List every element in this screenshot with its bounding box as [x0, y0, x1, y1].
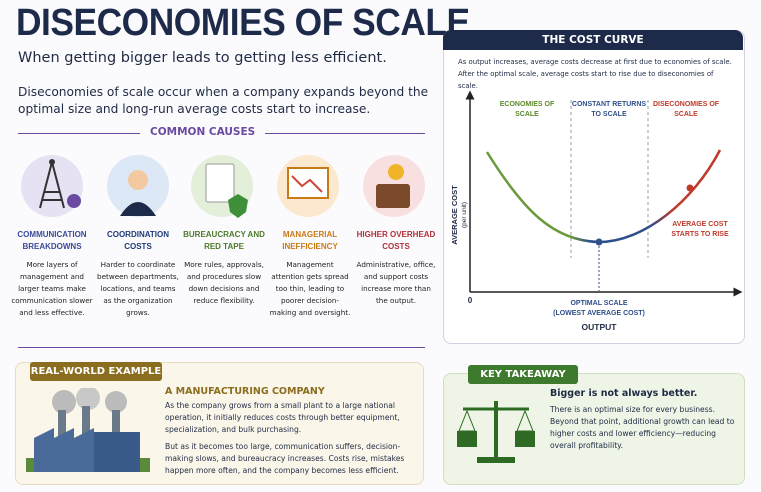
example-title: A MANUFACTURING COMPANY — [165, 386, 325, 397]
region-label: DISECONOMIES OF SCALE — [652, 101, 720, 118]
cost-curve — [465, 90, 743, 297]
optimal-label: OPTIMAL SCALE (LOWEST AVERAGE COST) — [549, 299, 649, 319]
doc-icon — [205, 163, 235, 203]
cause-text: Management attention gets spread too thi… — [269, 260, 351, 317]
paragraph: As the company grows from a small plant … — [165, 401, 400, 434]
tower-icon — [49, 159, 55, 165]
takeaway-box — [443, 373, 745, 485]
cause-title: MANAGERIAL INEFFICIENCY — [282, 230, 338, 251]
rise-point — [686, 184, 694, 192]
intro: Diseconomies of scale occur when a compa… — [18, 85, 429, 116]
divider — [18, 347, 425, 348]
cause-title: HIGHER OVERHEAD COSTS — [356, 230, 436, 251]
cause-title: COMMUNICATION BREAKDOWNS — [17, 230, 87, 251]
wallet-icon — [376, 184, 410, 208]
curve-heading: THE COST CURVE — [443, 30, 743, 50]
cause-icons — [21, 155, 425, 218]
subtitle: When getting bigger leads to getting les… — [18, 50, 387, 66]
y-axis-label: AVERAGE COST (per unit) — [450, 165, 470, 265]
x-badge — [67, 194, 81, 208]
optimal-point — [595, 238, 603, 246]
optimal-note: (LOWEST AVERAGE COST) — [553, 310, 645, 317]
factory-icon — [26, 388, 150, 472]
cause: COMMUNICATION BREAKDOWNS More layers of m… — [11, 229, 93, 319]
coin-icon — [388, 164, 404, 180]
cause-title: BUREAUCRACY AND RED TAPE — [183, 230, 265, 251]
example-heading: REAL-WORLD EXAMPLE — [30, 362, 162, 381]
scale-icon — [457, 401, 535, 463]
cause: MANAGERIAL INEFFICIENCY Management attent… — [269, 229, 351, 319]
x-axis-label: OUTPUT — [581, 322, 617, 332]
section-heading: COMMON CAUSES — [140, 126, 266, 138]
takeaway-heading: KEY TAKEAWAY — [468, 365, 578, 384]
cause: HIGHER OVERHEAD COSTS Administrative, off… — [355, 229, 437, 307]
cause-text: Harder to coordinate between departments… — [97, 260, 179, 317]
rise-note: AVERAGE COST STARTS TO RISE — [671, 221, 729, 238]
tower-icon — [39, 161, 65, 209]
curve-description: As output increases, average costs decre… — [458, 58, 732, 90]
cause-text: More layers of management and larger tea… — [11, 260, 93, 317]
y-sublabel: (per unit) — [461, 202, 468, 229]
region-label: ECONOMIES OF SCALE — [499, 101, 555, 118]
cause: BUREAUCRACY AND RED TAPE More rules, appr… — [183, 229, 265, 307]
takeaway-title: Bigger is not always better. — [550, 388, 698, 399]
paragraph: But as it becomes too large, communicati… — [165, 442, 405, 475]
cause: COORDINATION COSTS Harder to coordinate b… — [97, 229, 179, 319]
region-label: CONSTANT RETURNS TO SCALE — [571, 101, 647, 118]
monitor-icon — [291, 175, 323, 193]
cause-text: Administrative, office, and support cost… — [356, 260, 436, 305]
takeaway-text: There is an optimal size for every busin… — [550, 405, 735, 450]
example-text: As the company grows from a small plant … — [165, 400, 415, 477]
cause-title: COORDINATION COSTS — [106, 230, 170, 251]
optimal-title: OPTIMAL SCALE — [570, 300, 628, 307]
person-icon — [120, 202, 156, 216]
cause-text: More rules, approvals, and procedures sl… — [184, 260, 264, 305]
title: DISECONOMIES OF SCALE — [16, 2, 470, 44]
origin-label: 0 — [467, 296, 473, 305]
monitor-icon — [287, 167, 329, 199]
shield-icon — [228, 194, 248, 218]
person-icon — [128, 170, 148, 190]
y-label: AVERAGE COST — [450, 185, 459, 245]
